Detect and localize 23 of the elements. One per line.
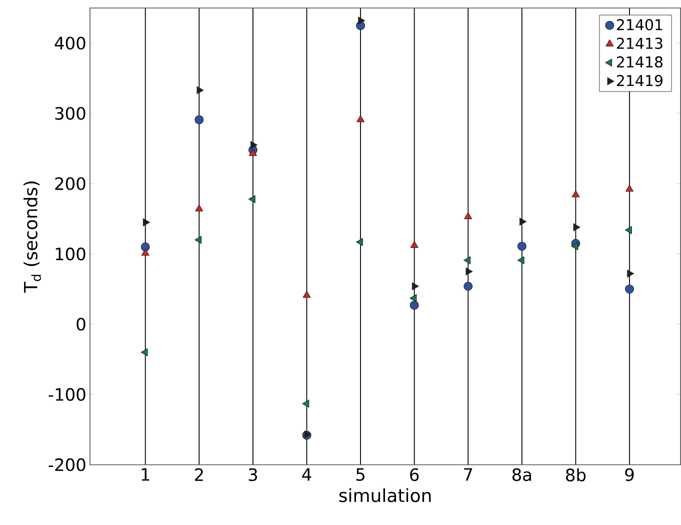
y-axis-title: T$_{d}$ (seconds) [24,182,41,293]
x-tick-label: 6 [410,468,419,482]
y-tick-label: 100 [56,248,86,261]
x-tick-label: 7 [464,468,472,481]
y-tick-label: 400 [54,36,86,50]
x-tick-label: 8b [566,468,586,482]
x-axis-title: simulation [339,488,431,502]
legend-label: 21418 [616,56,663,68]
y-tick-label: 200 [55,177,86,190]
legend-label: 21401 [616,19,662,31]
legend-label: 21419 [616,75,662,86]
legend-label: 21413 [616,38,662,50]
y-tick-label: 0 [76,318,86,331]
x-tick-label: 5 [356,468,364,482]
y-tick-label: -200 [48,458,86,472]
y-tick-label: 300 [55,107,86,120]
x-tick-label: 4 [302,468,312,481]
x-tick-label: 1 [142,468,150,481]
y-tick-label: -100 [48,388,86,402]
x-tick-label: 3 [248,468,257,482]
x-tick-label: 9 [625,468,634,482]
x-tick-label: 2 [194,468,203,482]
x-tick-label: 8a [512,468,531,482]
